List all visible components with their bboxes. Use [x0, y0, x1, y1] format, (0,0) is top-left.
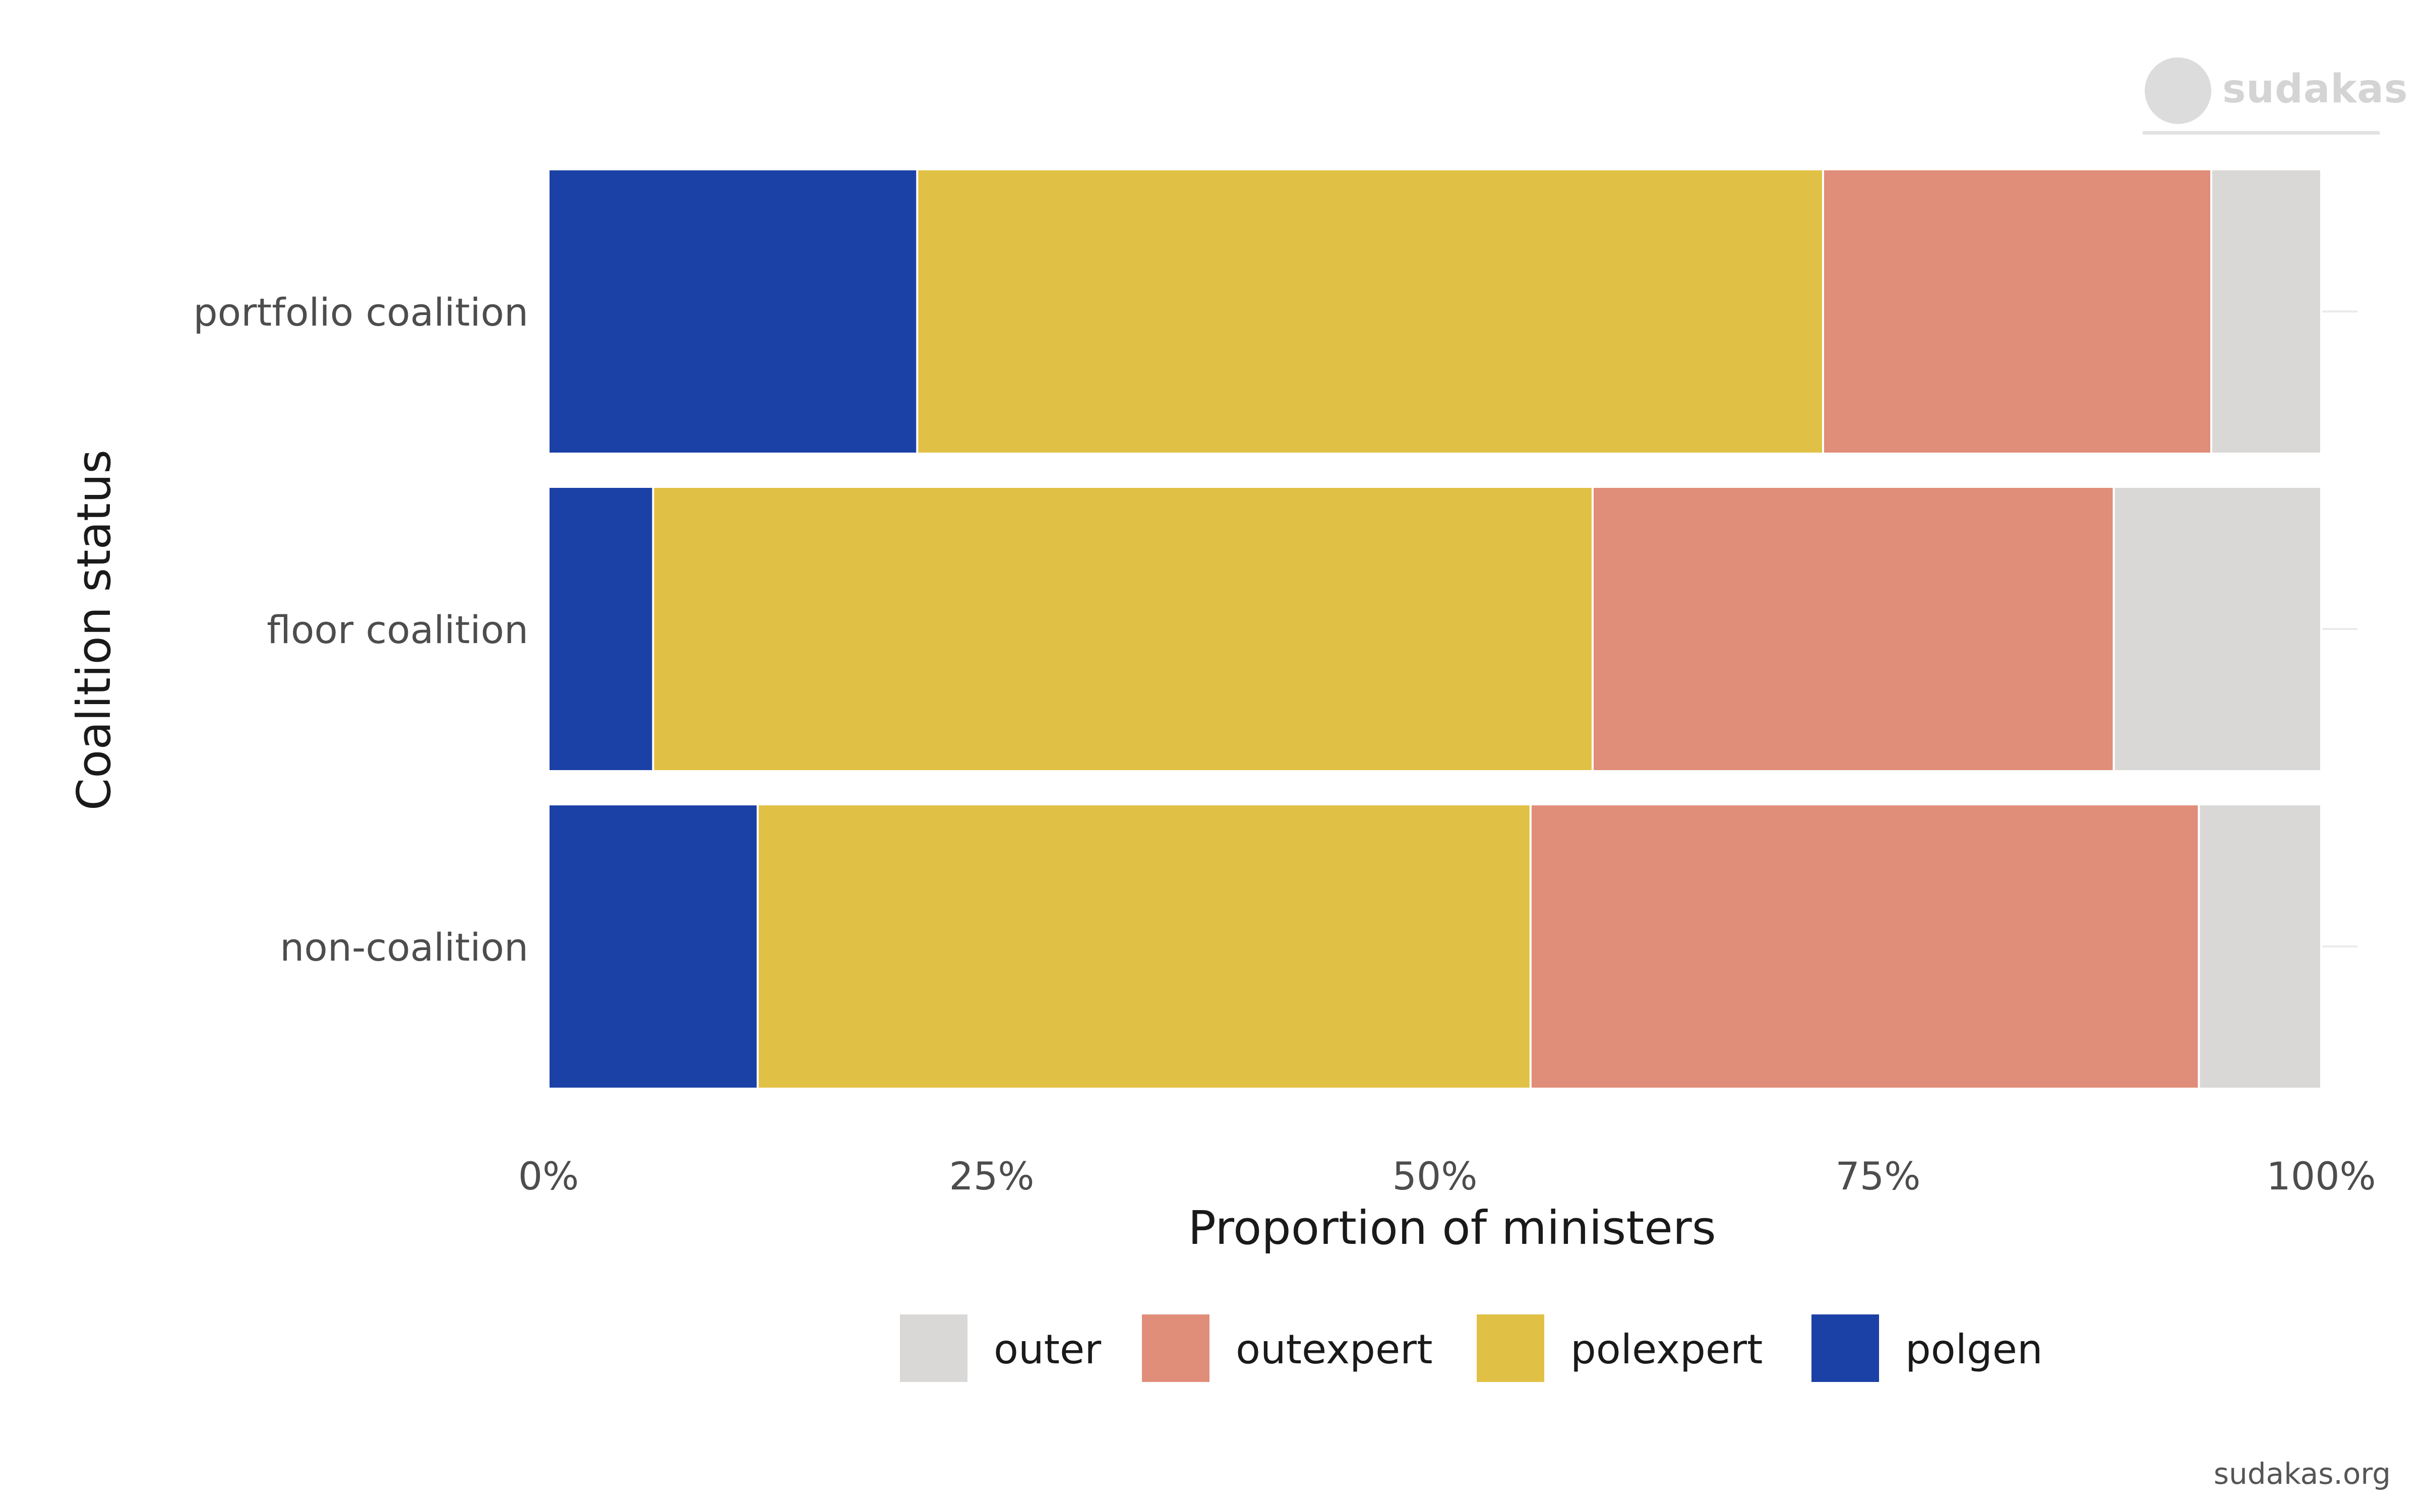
x-tick-label: 75%: [1836, 1154, 1921, 1199]
bar-outexpert-floor-coalition: [1591, 486, 2115, 772]
legend-label-outer: outer: [994, 1326, 1101, 1373]
legend-swatch-outer: [900, 1314, 967, 1382]
legend-swatch-polgen: [1811, 1314, 1879, 1382]
legend-swatch-polexpert: [1477, 1314, 1544, 1382]
x-tick-labels: 0% 25% 50% 75% 100%: [518, 1154, 2376, 1199]
bar-outexpert-portfolio-coalition: [1822, 168, 2213, 455]
bar-outer-non-coalition: [2198, 803, 2322, 1090]
legend-label-outexpert: outexpert: [1236, 1326, 1432, 1373]
globe-icon: [2145, 57, 2211, 124]
bar-polexpert-floor-coalition: [652, 486, 1594, 772]
bars: [548, 168, 2322, 1090]
bar-outexpert-non-coalition: [1529, 803, 2200, 1090]
sudakas-logo: sudakas: [2138, 50, 2407, 139]
bar-polgen-portfolio-coalition: [548, 168, 919, 455]
footer-credit: sudakas.org: [2213, 1457, 2391, 1491]
bar-polexpert-non-coalition: [756, 803, 1532, 1090]
legend-label-polgen: polgen: [1905, 1326, 2043, 1373]
logo-underline: [2143, 131, 2380, 135]
y-tick-label: non-coalition: [280, 925, 528, 970]
bar-outer-floor-coalition: [2112, 486, 2322, 772]
legend-swatch-outexpert: [1142, 1314, 1209, 1382]
x-tick-label: 100%: [2266, 1154, 2376, 1199]
y-tick-labels: portfolio coalition floor coalition non-co…: [193, 290, 528, 970]
x-tick-label: 25%: [949, 1154, 1035, 1199]
y-axis-label: Coalition status: [67, 450, 121, 810]
bar-outer-portfolio-coalition: [2210, 168, 2322, 455]
bar-polgen-non-coalition: [548, 803, 759, 1090]
logo-text: sudakas: [2222, 67, 2408, 112]
y-tick-label: portfolio coalition: [193, 290, 528, 335]
legend-label-polexpert: polexpert: [1570, 1326, 1763, 1373]
gridlines: [2321, 310, 2357, 948]
x-tick-label: 0%: [518, 1154, 579, 1199]
x-axis-label: Proportion of ministers: [1188, 1201, 1716, 1255]
legend: outer outexpert polexpert polgen: [900, 1314, 2043, 1382]
bar-polexpert-portfolio-coalition: [916, 168, 1825, 455]
x-tick-label: 50%: [1393, 1154, 1478, 1199]
bar-polgen-floor-coalition: [548, 486, 654, 772]
y-tick-label: floor coalition: [267, 607, 528, 652]
